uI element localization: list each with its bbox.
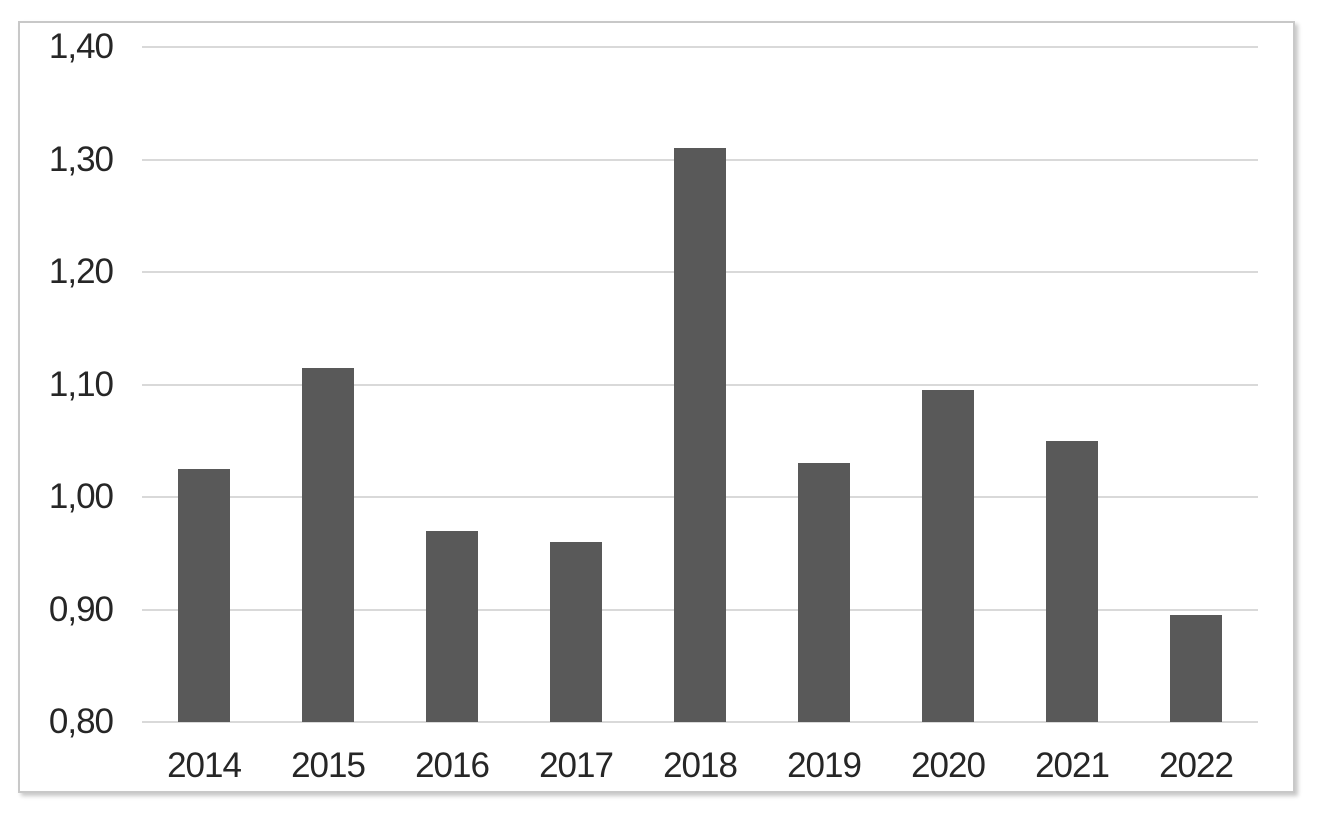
bar-2015: [302, 367, 354, 722]
bar-2019: [798, 463, 850, 722]
bar-2022: [1170, 615, 1222, 722]
x-tick-label: 2021: [1035, 746, 1110, 785]
bar-2017: [550, 542, 602, 722]
y-tick-label: 1,00: [48, 477, 114, 516]
x-tick-label: 2015: [291, 746, 366, 785]
y-tick-label: 1,40: [48, 27, 114, 66]
x-tick-label: 2018: [663, 746, 738, 785]
bar-2021: [1046, 440, 1098, 722]
gridline: [142, 46, 1258, 48]
x-tick-label: 2017: [539, 746, 614, 785]
y-tick-label: 1,20: [48, 252, 114, 291]
x-tick-label: 2016: [415, 746, 490, 785]
gridline: [142, 721, 1258, 723]
bar-2016: [426, 530, 478, 722]
x-tick-label: 2019: [787, 746, 862, 785]
y-tick-label: 0,80: [48, 702, 114, 741]
bar-2020: [922, 390, 974, 722]
y-tick-label: 0,90: [48, 589, 114, 629]
bar-2018: [674, 148, 726, 722]
x-tick-label: 2022: [1159, 746, 1234, 785]
x-tick-label: 2020: [911, 746, 986, 785]
y-tick-label: 1,30: [48, 139, 114, 179]
y-tick-label: 1,10: [48, 364, 114, 404]
x-tick-label: 2014: [167, 746, 242, 785]
plot-area: [142, 46, 1258, 723]
bar-2014: [178, 468, 230, 722]
